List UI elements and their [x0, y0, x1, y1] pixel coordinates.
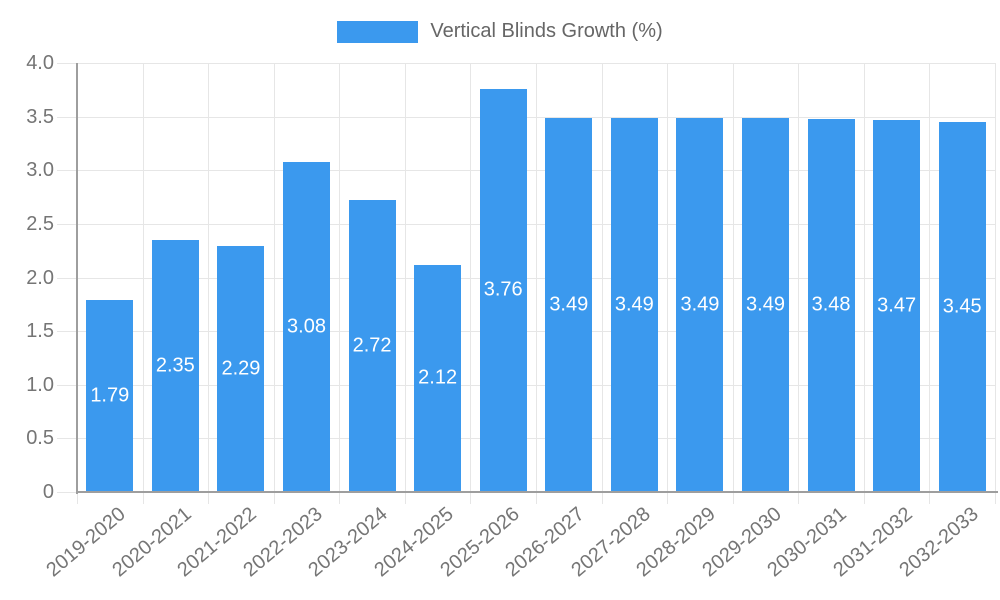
v-gridline [536, 63, 537, 492]
x-axis-line [76, 491, 998, 493]
x-axis-tick [601, 492, 603, 504]
bar-value-label: 3.08 [287, 315, 326, 338]
bar-value-label: 1.79 [90, 384, 130, 407]
bar-value-label: 3.49 [746, 293, 785, 316]
legend-label: Vertical Blinds Growth (%) [430, 20, 663, 42]
x-axis-tick [208, 492, 210, 504]
bar [86, 300, 134, 492]
x-axis-tick [404, 492, 406, 504]
y-axis-line [76, 63, 78, 494]
bar [151, 239, 199, 492]
v-gridline [142, 63, 144, 492]
y-axis-tick-label: 3.0 [26, 159, 54, 182]
bar-value-label: 3.76 [483, 278, 523, 301]
y-axis-tick-label: 0.5 [26, 427, 54, 450]
bar [283, 161, 330, 492]
bar-value-label: 2.12 [418, 366, 458, 389]
v-gridline [732, 63, 734, 492]
v-gridline [798, 63, 800, 492]
v-gridline [339, 63, 341, 492]
y-axis-tick-label: 3.5 [26, 105, 54, 128]
bar [545, 117, 593, 492]
x-axis-tick [273, 492, 275, 504]
v-gridline [667, 63, 669, 492]
y-axis-tick-label: 2.5 [26, 212, 54, 235]
x-axis-tick [536, 492, 537, 504]
x-axis-tick [995, 492, 996, 504]
v-gridline [929, 63, 931, 492]
bar-value-label: 3.49 [680, 293, 720, 316]
bar [807, 118, 855, 492]
v-gridline [404, 63, 406, 492]
y-axis-tick-label: 4.0 [26, 52, 54, 74]
bar [348, 200, 396, 492]
bar [217, 246, 265, 492]
v-gridline [208, 63, 210, 492]
v-gridline [601, 63, 603, 492]
y-axis-tick-label: 2.0 [26, 266, 54, 289]
x-axis-tick [77, 492, 78, 504]
bar [414, 264, 462, 492]
v-gridline [470, 63, 472, 492]
x-axis-tick [142, 492, 144, 504]
h-gridline [57, 63, 995, 64]
bar [610, 117, 658, 492]
bar [873, 119, 921, 492]
bar-value-label: 3.48 [811, 293, 851, 316]
bar [938, 121, 986, 492]
v-gridline [995, 63, 996, 492]
x-axis-tick [470, 492, 472, 504]
x-axis-tick [798, 492, 800, 504]
x-axis-tick [667, 492, 669, 504]
bar-value-label: 2.29 [221, 357, 261, 380]
x-axis-tick [929, 492, 931, 504]
bar-value-label: 3.49 [549, 293, 589, 316]
legend-swatch [337, 20, 419, 43]
x-axis-tick [339, 492, 341, 504]
bar [742, 117, 789, 492]
bar-value-label: 2.72 [352, 334, 392, 357]
bar-value-label: 3.49 [614, 293, 654, 316]
y-axis-tick-label: 0 [42, 481, 54, 503]
bar [479, 88, 527, 492]
v-gridline [273, 63, 275, 492]
bar [676, 117, 724, 492]
x-axis-tick [863, 492, 865, 504]
y-axis-tick-label: 1.5 [26, 320, 54, 343]
legend-item[interactable]: Vertical Blinds Growth (%) [337, 20, 663, 43]
bar-value-label: 3.47 [877, 294, 917, 317]
x-axis-tick [732, 492, 734, 504]
y-axis-tick-label: 1.0 [26, 373, 54, 396]
v-gridline [863, 63, 865, 492]
legend: Vertical Blinds Growth (%) [0, 20, 1000, 43]
bar-value-label: 3.45 [942, 295, 982, 318]
bar-value-label: 2.35 [155, 354, 195, 377]
